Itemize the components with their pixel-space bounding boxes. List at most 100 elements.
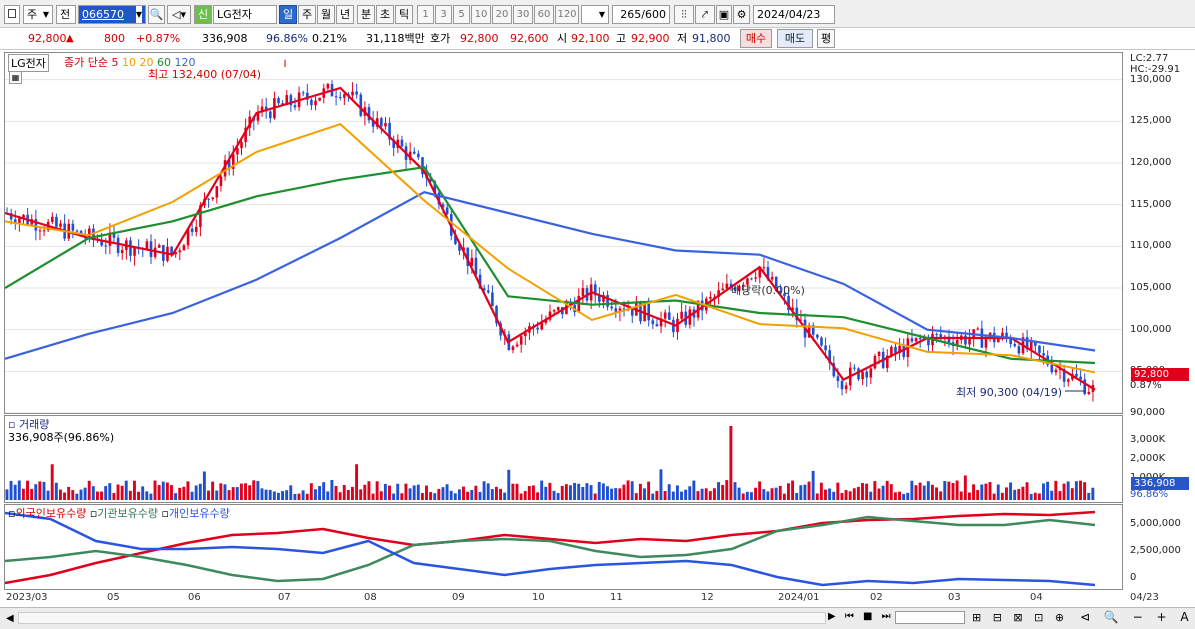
volume-bar — [244, 483, 247, 500]
tab-day[interactable]: 일 — [279, 5, 297, 24]
tab-year[interactable]: 년 — [336, 5, 354, 24]
volume-bar — [404, 483, 408, 500]
minute-30[interactable]: 30 — [513, 5, 533, 24]
candle-body — [310, 99, 313, 106]
candle-body — [914, 337, 918, 342]
gear-icon[interactable]: ⚙ — [733, 5, 750, 24]
minute-10[interactable]: 10 — [471, 5, 491, 24]
tab-week[interactable]: 주 — [298, 5, 316, 24]
market-select[interactable]: 전 — [56, 5, 76, 24]
candle-body — [18, 218, 21, 224]
volume-bar — [355, 464, 359, 500]
tab-tick[interactable]: 틱 — [395, 5, 413, 24]
volume-bar — [1025, 482, 1029, 500]
volume-bar — [791, 480, 795, 500]
volume-bar — [235, 487, 239, 500]
buy-button[interactable]: 매수 — [740, 29, 772, 48]
volume-bar — [297, 493, 301, 500]
volume-bar — [717, 482, 720, 500]
minute-20[interactable]: 20 — [492, 5, 512, 24]
candle-body — [108, 232, 112, 246]
ma-legend[interactable]: 종가 단순 5 10 20 60 120 — [64, 56, 196, 69]
scroll-track[interactable] — [18, 612, 826, 624]
volume-bar — [704, 488, 708, 500]
candle-body — [844, 385, 848, 390]
volume-bar — [910, 480, 914, 500]
save-icon[interactable]: ▣ — [716, 5, 732, 24]
candle-body — [877, 351, 881, 356]
custom-period-select[interactable]: ▼ — [581, 5, 609, 24]
new-badge-icon[interactable]: 신 — [194, 5, 212, 24]
volume-bar — [988, 482, 992, 500]
up-arrow-icon: ▲ — [66, 33, 74, 44]
volume-bar — [326, 491, 330, 500]
grid-icon[interactable]: ▦ — [9, 71, 22, 84]
minute-120[interactable]: 120 — [555, 5, 579, 24]
candle-body — [524, 332, 527, 337]
minute-1[interactable]: 1 — [417, 5, 434, 24]
holdings-legend[interactable]: ▫외국인보유수량 ▫기관보유수량 ▫개인보유수량 — [8, 507, 230, 520]
volume-bar — [457, 489, 461, 500]
code-input[interactable]: 066570 ▼ — [78, 5, 146, 24]
sell-button[interactable]: 매도 — [777, 29, 813, 48]
zoom-controls[interactable]: ⊲ 🔍 − + A — [1080, 610, 1194, 624]
volume-bar — [614, 488, 618, 500]
candle-body — [487, 290, 490, 293]
volume-bar — [474, 485, 478, 500]
volume-bar — [137, 491, 141, 500]
minute-5[interactable]: 5 — [453, 5, 470, 24]
candle-body — [112, 232, 116, 238]
volume-bar — [963, 475, 967, 500]
candle-body — [1013, 344, 1017, 347]
candle-body — [417, 153, 420, 158]
eval-button[interactable]: 평 — [817, 29, 835, 48]
minute-3[interactable]: 3 — [435, 5, 452, 24]
scroll-left-icon[interactable]: ◀ — [6, 613, 14, 624]
speaker-icon[interactable]: ◁▾ — [167, 5, 191, 24]
candle-body — [602, 295, 605, 302]
trendline-icon[interactable]: ⤤ — [695, 5, 715, 24]
volume-bar — [375, 481, 379, 500]
candle-body — [552, 310, 556, 312]
candle-icon[interactable]: ⫶⫶ — [674, 5, 694, 24]
price-pane[interactable] — [4, 52, 1123, 414]
x-tick: 08 — [364, 592, 377, 603]
volume-bar — [1087, 492, 1091, 500]
volume-bar — [581, 487, 585, 500]
volume-bar — [116, 484, 120, 500]
nav-buttons[interactable]: ▶ ⏮ ■ ⏭ — [828, 611, 894, 622]
volume-legend[interactable]: ▫ 거래량 — [8, 418, 50, 431]
tab-minute[interactable]: 분 — [357, 5, 375, 24]
scroll-bar[interactable]: ◀ ▶ ⏮ ■ ⏭ ⊞ ⊟ ⊠ ⊡ ⊕ ⊲ 🔍 − + A — [0, 607, 1195, 629]
stock-legend[interactable]: LG전자 — [8, 54, 49, 72]
high-label: 고 — [616, 32, 627, 45]
volume-bar — [996, 484, 1000, 500]
candle-body — [816, 334, 819, 338]
volume-bar — [388, 485, 391, 500]
search-icon[interactable]: 🔍 — [148, 5, 165, 24]
volume-bar — [182, 486, 186, 500]
volume-bar — [499, 488, 502, 500]
low-price: 91,800 — [692, 32, 731, 45]
volume-bar — [634, 493, 638, 500]
volume-bar — [741, 493, 745, 500]
price-tick: 105,000 — [1130, 282, 1172, 293]
volume-readout: 336,908주(96.86%) — [8, 431, 115, 444]
minute-60[interactable]: 60 — [534, 5, 554, 24]
legend-marker-icon: ▫ — [89, 507, 98, 520]
volume-bar — [157, 485, 161, 500]
tab-month[interactable]: 월 — [317, 5, 335, 24]
toolbar: 주 ▼ 전 066570 ▼ 🔍 ◁▾ 신 LG전자 일 주 월 년 분 초 틱 1… — [0, 0, 1195, 28]
mode-select[interactable]: 주 ▼ — [23, 5, 53, 24]
volume-bar — [202, 471, 206, 500]
volume-bar — [100, 491, 104, 500]
window-icon[interactable] — [4, 5, 20, 24]
zoom-slider[interactable] — [895, 611, 965, 624]
volume-bar — [1091, 487, 1095, 500]
chart-tools[interactable]: ⊞ ⊟ ⊠ ⊡ ⊕ — [972, 611, 1069, 624]
date-input[interactable]: 2024/04/23 — [753, 5, 835, 24]
tab-second[interactable]: 초 — [376, 5, 394, 24]
candle-body — [236, 148, 239, 155]
count-input[interactable]: 265/600 — [612, 5, 670, 24]
stock-name: LG전자 — [213, 5, 277, 24]
